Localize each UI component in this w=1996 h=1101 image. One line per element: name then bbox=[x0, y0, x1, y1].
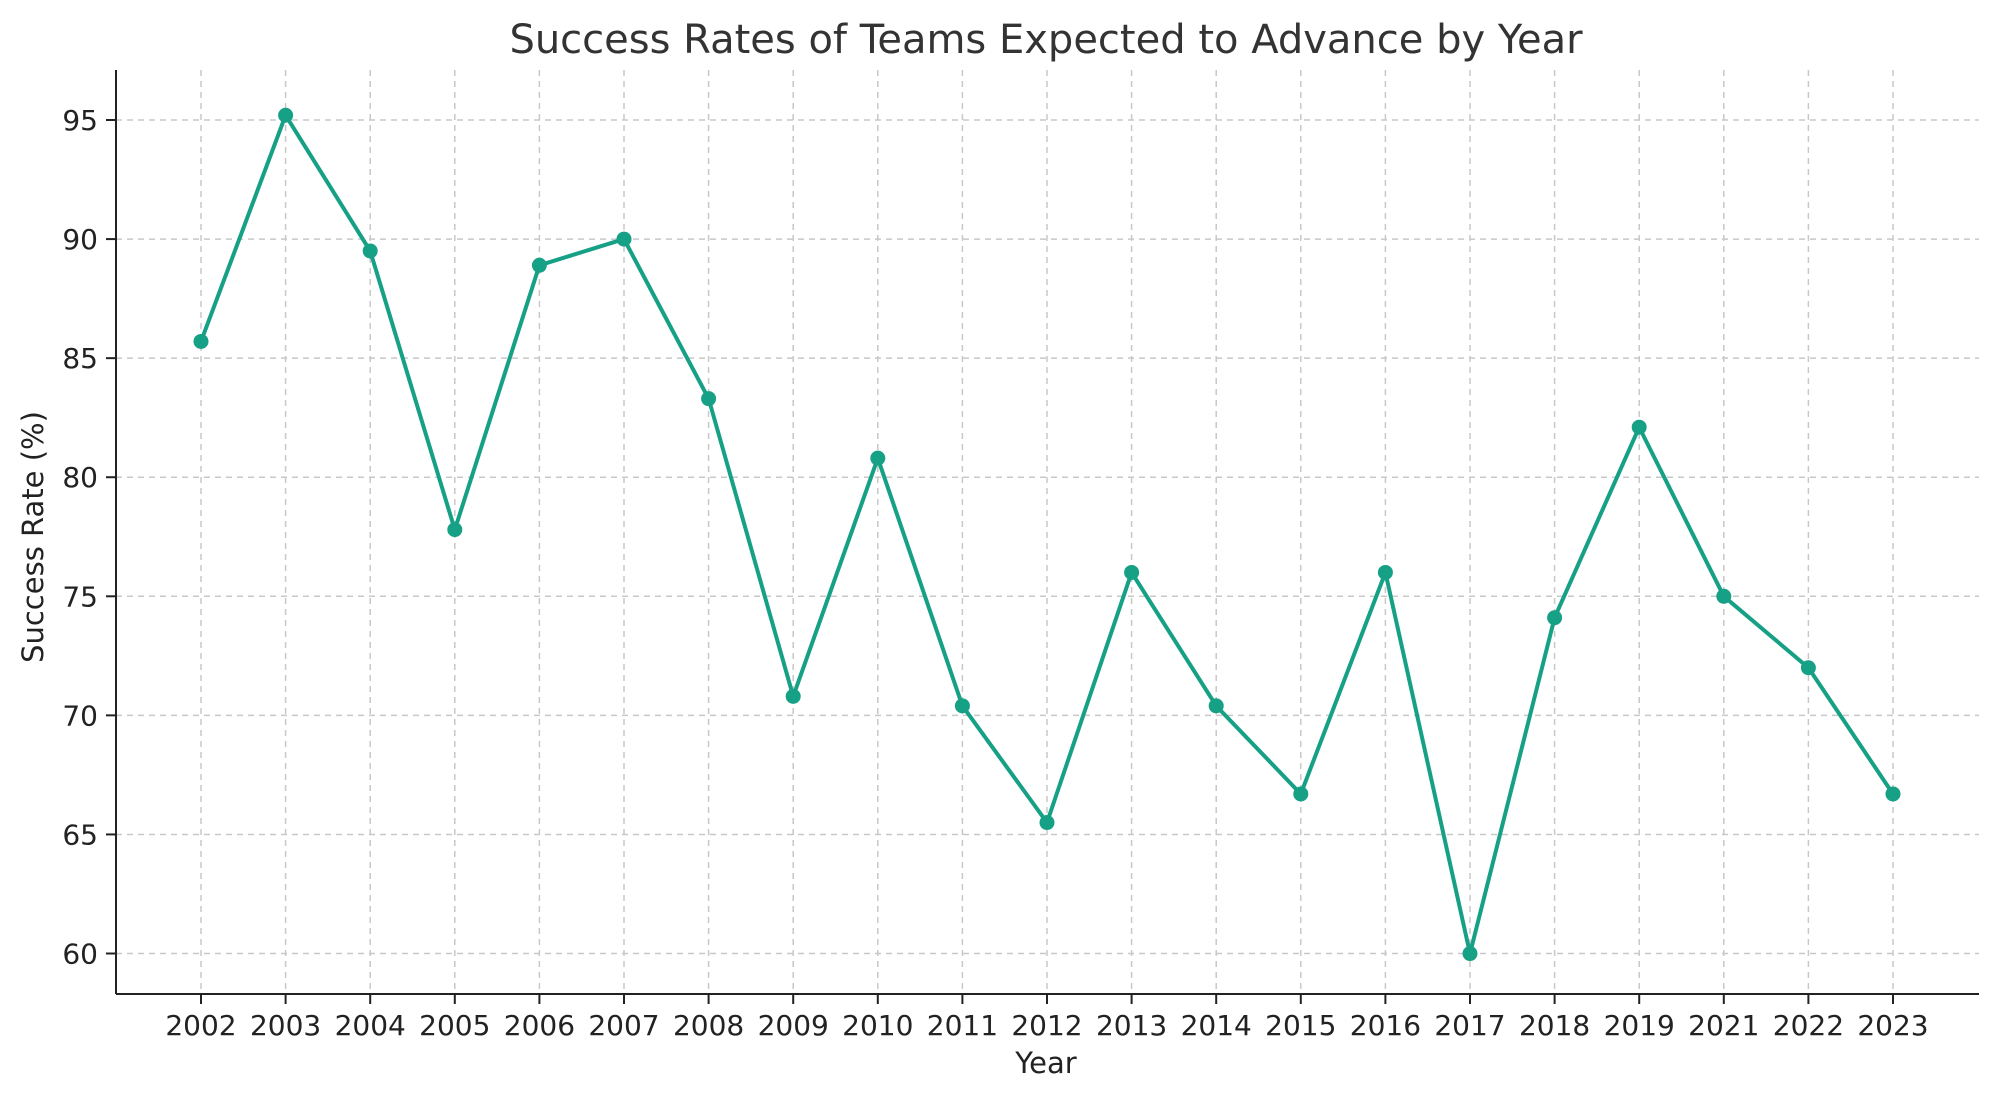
x-tick-label: 2006 bbox=[504, 1009, 575, 1042]
x-tick-label: 2021 bbox=[1688, 1009, 1759, 1042]
y-tick-label: 75 bbox=[62, 580, 98, 613]
x-tick-label: 2007 bbox=[588, 1009, 659, 1042]
x-tick-label: 2012 bbox=[1011, 1009, 1082, 1042]
y-tick-label: 70 bbox=[62, 699, 98, 732]
data-point bbox=[785, 688, 801, 704]
data-point bbox=[531, 257, 547, 273]
data-point bbox=[1124, 564, 1140, 580]
x-tick-label: 2023 bbox=[1857, 1009, 1928, 1042]
y-tick-label: 60 bbox=[62, 938, 98, 971]
data-point bbox=[954, 698, 970, 714]
data-point bbox=[1800, 660, 1816, 676]
x-tick-label: 2019 bbox=[1604, 1009, 1675, 1042]
x-tick-label: 2011 bbox=[927, 1009, 998, 1042]
x-tick-label: 2014 bbox=[1181, 1009, 1252, 1042]
x-tick-label: 2003 bbox=[250, 1009, 321, 1042]
x-tick-label: 2016 bbox=[1350, 1009, 1421, 1042]
data-point bbox=[193, 333, 209, 349]
data-point bbox=[1631, 419, 1647, 435]
axes bbox=[106, 70, 1979, 1004]
y-tick-label: 80 bbox=[62, 461, 98, 494]
data-point bbox=[1293, 786, 1309, 802]
data-point bbox=[1716, 588, 1732, 604]
data-point bbox=[362, 243, 378, 259]
data-point bbox=[1039, 815, 1055, 831]
y-axis-label: Success Rate (%) bbox=[16, 411, 50, 663]
data-point bbox=[1208, 698, 1224, 714]
x-tick-label: 2010 bbox=[842, 1009, 913, 1042]
data-point bbox=[1547, 610, 1563, 626]
y-tick-label: 95 bbox=[62, 104, 98, 137]
y-tick-label: 65 bbox=[62, 818, 98, 851]
series bbox=[193, 107, 1901, 962]
x-tick-label: 2017 bbox=[1434, 1009, 1505, 1042]
data-point bbox=[1377, 564, 1393, 580]
data-point bbox=[447, 522, 463, 538]
data-point bbox=[278, 107, 294, 123]
data-point bbox=[701, 391, 717, 407]
y-tick-label: 90 bbox=[62, 223, 98, 256]
data-point bbox=[870, 450, 886, 466]
x-tick-label: 2022 bbox=[1773, 1009, 1844, 1042]
x-axis-label: Year bbox=[1014, 1046, 1076, 1080]
x-tick-label: 2018 bbox=[1519, 1009, 1590, 1042]
data-point bbox=[1885, 786, 1901, 802]
x-tick-label: 2005 bbox=[419, 1009, 490, 1042]
data-point bbox=[616, 231, 632, 247]
data-point bbox=[1462, 946, 1478, 962]
x-tick-label: 2015 bbox=[1265, 1009, 1336, 1042]
chart-title: Success Rates of Teams Expected to Advan… bbox=[509, 17, 1583, 63]
x-tick-label: 2004 bbox=[335, 1009, 406, 1042]
grid bbox=[116, 70, 1979, 994]
x-tick-label: 2008 bbox=[673, 1009, 744, 1042]
x-tick-label: 2002 bbox=[165, 1009, 236, 1042]
y-tick-label: 85 bbox=[62, 342, 98, 375]
x-tick-label: 2013 bbox=[1096, 1009, 1167, 1042]
tick-labels: 2002 2003 2004 2005 2006 2007 2008 2009 2010 2011… bbox=[62, 104, 1928, 1042]
x-tick-label: 2009 bbox=[758, 1009, 829, 1042]
